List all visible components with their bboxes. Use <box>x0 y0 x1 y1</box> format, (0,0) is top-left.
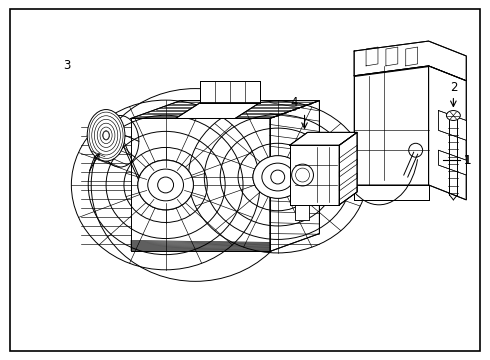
Text: 1: 1 <box>464 154 471 167</box>
Polygon shape <box>290 145 339 205</box>
Circle shape <box>271 170 285 184</box>
Ellipse shape <box>446 111 460 121</box>
Ellipse shape <box>148 169 183 201</box>
Ellipse shape <box>87 109 125 161</box>
Polygon shape <box>290 132 357 145</box>
Polygon shape <box>439 111 466 140</box>
Ellipse shape <box>91 89 299 281</box>
Polygon shape <box>175 103 260 118</box>
Bar <box>131 118 270 251</box>
Polygon shape <box>339 132 357 205</box>
Polygon shape <box>354 66 429 185</box>
Polygon shape <box>294 205 310 220</box>
Polygon shape <box>131 100 319 118</box>
Text: 3: 3 <box>63 59 70 72</box>
Polygon shape <box>429 66 466 200</box>
Polygon shape <box>439 150 466 175</box>
Ellipse shape <box>138 160 194 210</box>
Polygon shape <box>354 185 429 200</box>
Ellipse shape <box>262 163 294 191</box>
Text: 1: 1 <box>464 154 471 167</box>
Polygon shape <box>200 81 260 103</box>
Polygon shape <box>270 100 319 251</box>
Text: 2: 2 <box>450 81 457 94</box>
Polygon shape <box>354 41 466 81</box>
Ellipse shape <box>292 164 314 186</box>
Text: 4: 4 <box>291 96 298 109</box>
Ellipse shape <box>103 131 109 139</box>
Circle shape <box>158 177 173 193</box>
Ellipse shape <box>253 156 302 198</box>
